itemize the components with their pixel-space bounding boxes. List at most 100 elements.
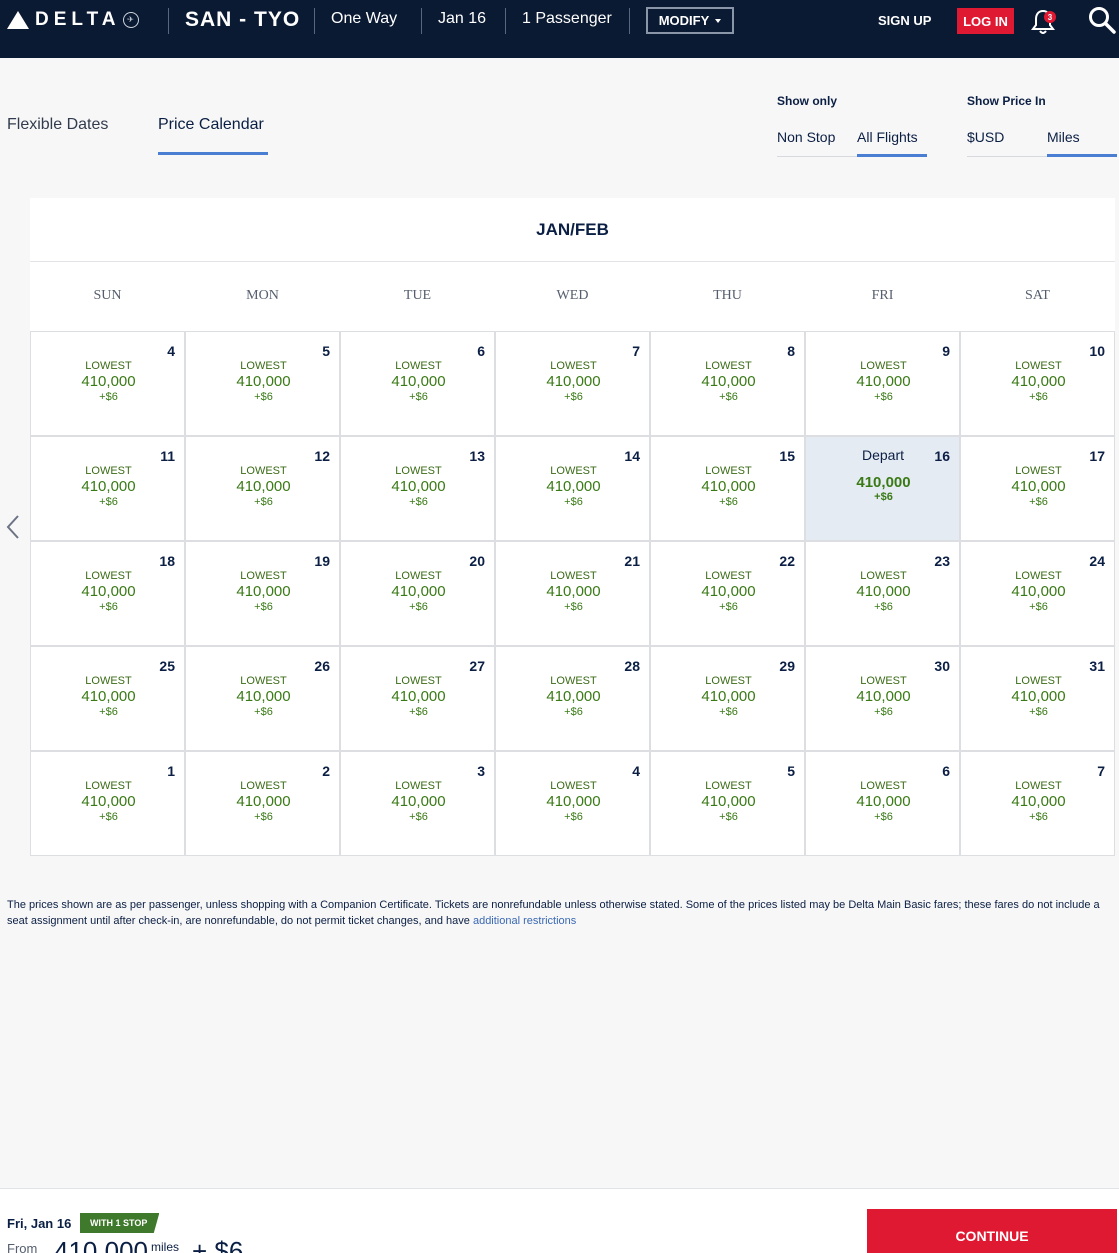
delta-triangle-icon [7, 11, 29, 29]
calendar-day-cell[interactable]: 5 LOWEST 410,000 +$6 [650, 751, 805, 856]
weekday-label: SUN [93, 288, 122, 303]
calendar-day-cell[interactable]: 30 LOWEST 410,000 +$6 [805, 646, 960, 751]
calendar-day-cell[interactable]: 10 LOWEST 410,000 +$6 [960, 331, 1115, 436]
fare-fee: +$6 [1029, 496, 1048, 508]
travel-date-text[interactable]: Jan 16 [438, 10, 487, 27]
passengers-text[interactable]: 1 Passenger [522, 10, 612, 27]
calendar-day-cell[interactable]: 19 LOWEST 410,000 +$6 [185, 541, 340, 646]
calendar-day-cell[interactable]: 6 LOWEST 410,000 +$6 [340, 331, 495, 436]
calendar-day-cell[interactable]: 31 LOWEST 410,000 +$6 [960, 646, 1115, 751]
calendar-day-cell[interactable]: 24 LOWEST 410,000 +$6 [960, 541, 1115, 646]
calendar-day-cell[interactable]: 6 LOWEST 410,000 +$6 [805, 751, 960, 856]
continue-button[interactable]: CONTINUE [867, 1209, 1117, 1253]
show-price-in-label: Show Price In [967, 94, 1046, 108]
delta-logo[interactable]: DELTA ✈ [7, 8, 139, 32]
price-miles-option[interactable]: Miles [1047, 129, 1080, 145]
fare-price: 410,000 [1011, 793, 1066, 810]
day-number: 5 [787, 763, 795, 779]
fare-price: 410,000 [701, 583, 756, 600]
calendar-day-cell[interactable]: 27 LOWEST 410,000 +$6 [340, 646, 495, 751]
tab-price-calendar[interactable]: Price Calendar [158, 116, 264, 133]
caret-down-icon [715, 18, 722, 23]
fare-price: 410,000 [236, 793, 291, 810]
day-number: 15 [779, 448, 795, 464]
fare-price: 410,000 [701, 373, 756, 390]
modify-button[interactable]: MODIFY [646, 7, 734, 34]
chevron-left-icon[interactable] [4, 512, 22, 542]
calendar-day-cell[interactable]: 7 LOWEST 410,000 +$6 [495, 331, 650, 436]
lowest-label: LOWEST [85, 675, 132, 687]
lowest-label: LOWEST [550, 780, 597, 792]
day-number: 4 [167, 343, 175, 359]
calendar-day-cell[interactable]: 20 LOWEST 410,000 +$6 [340, 541, 495, 646]
calendar-day-cell[interactable]: 4 LOWEST 410,000 +$6 [495, 751, 650, 856]
fare-price: 410,000 [546, 688, 601, 705]
fare-price: 410,000 [546, 478, 601, 495]
calendar-day-cell[interactable]: 14 LOWEST 410,000 +$6 [495, 436, 650, 541]
lowest-label: LOWEST [550, 570, 597, 582]
filter-non-stop[interactable]: Non Stop [777, 129, 836, 145]
calendar-day-cell[interactable]: 8 LOWEST 410,000 +$6 [650, 331, 805, 436]
calendar-day-cell[interactable]: 22 LOWEST 410,000 +$6 [650, 541, 805, 646]
sign-up-link[interactable]: SIGN UP [878, 13, 932, 28]
tab-flexible-dates[interactable]: Flexible Dates [7, 116, 109, 133]
calendar-day-cell[interactable]: 26 LOWEST 410,000 +$6 [185, 646, 340, 751]
trip-type-text[interactable]: One Way [331, 10, 398, 27]
calendar-day-cell[interactable]: 23 LOWEST 410,000 +$6 [805, 541, 960, 646]
top-navigation-bar: DELTA ✈ SAN - TYO One Way Jan 16 1 Passe… [0, 0, 1119, 58]
day-number: 16 [934, 448, 950, 464]
header-divider [421, 8, 422, 34]
calendar-day-cell[interactable]: 13 LOWEST 410,000 +$6 [340, 436, 495, 541]
miles-selected-indicator [1047, 154, 1117, 157]
fare-fee: +$6 [1029, 706, 1048, 718]
day-number: 1 [167, 763, 175, 779]
fare-fee: +$6 [409, 601, 428, 613]
day-number: 18 [159, 553, 175, 569]
calendar-day-cell[interactable]: 1 LOWEST 410,000 +$6 [30, 751, 185, 856]
fare-fee: +$6 [99, 391, 118, 403]
price-usd-option[interactable]: $USD [967, 129, 1005, 145]
fare-price: 410,000 [391, 478, 446, 495]
route-text[interactable]: SAN - TYO [185, 8, 301, 31]
calendar-day-cell[interactable]: 5 LOWEST 410,000 +$6 [185, 331, 340, 436]
day-number: 7 [1097, 763, 1105, 779]
day-number: 11 [160, 448, 175, 464]
fare-price: 410,000 [81, 373, 136, 390]
log-in-button[interactable]: LOG IN [957, 8, 1014, 34]
lowest-label: LOWEST [550, 465, 597, 477]
calendar-day-cell[interactable]: 3 LOWEST 410,000 +$6 [340, 751, 495, 856]
search-icon[interactable] [1088, 6, 1116, 34]
additional-restrictions-link[interactable]: additional restrictions [472, 915, 577, 927]
fare-price: 410,000 [1011, 373, 1066, 390]
calendar-day-cell[interactable]: 28 LOWEST 410,000 +$6 [495, 646, 650, 751]
calendar-day-cell[interactable]: 21 LOWEST 410,000 +$6 [495, 541, 650, 646]
day-number: 17 [1089, 448, 1105, 464]
calendar-day-cell[interactable]: 9 LOWEST 410,000 +$6 [805, 331, 960, 436]
lowest-label: LOWEST [395, 780, 442, 792]
calendar-day-cell[interactable]: 2 LOWEST 410,000 +$6 [185, 751, 340, 856]
fare-fee: +$6 [409, 391, 428, 403]
calendar-day-cell[interactable]: 12 LOWEST 410,000 +$6 [185, 436, 340, 541]
price-calendar: JAN/FEB SUN MON TUE WED THU FRI SAT 4 LOWEST 410… [30, 198, 1115, 856]
lowest-label: LOWEST [1015, 675, 1062, 687]
active-tab-indicator [158, 152, 268, 155]
calendar-day-cell[interactable]: 11 LOWEST 410,000 +$6 [30, 436, 185, 541]
header-divider [505, 8, 506, 34]
calendar-day-cell[interactable]: 7 LOWEST 410,000 +$6 [960, 751, 1115, 856]
fare-fee: +$6 [254, 391, 273, 403]
logo-text: DELTA [35, 9, 121, 30]
calendar-day-cell[interactable]: 29 LOWEST 410,000 +$6 [650, 646, 805, 751]
calendar-day-cell[interactable]: 25 LOWEST 410,000 +$6 [30, 646, 185, 751]
lowest-label: LOWEST [85, 360, 132, 372]
day-number: 31 [1089, 658, 1105, 674]
calendar-day-cell[interactable]: 17 LOWEST 410,000 +$6 [960, 436, 1115, 541]
filter-all-flights[interactable]: All Flights [857, 129, 918, 145]
calendar-day-cell[interactable]: 15 LOWEST 410,000 +$6 [650, 436, 805, 541]
calendar-day-cell-selected[interactable]: 16 Depart 410,000 +$6 [805, 436, 960, 541]
lowest-label: LOWEST [860, 675, 907, 687]
fare-price: 410,000 [701, 688, 756, 705]
fare-price: 410,000 [856, 583, 911, 600]
calendar-day-cell[interactable]: 18 LOWEST 410,000 +$6 [30, 541, 185, 646]
fare-price: 410,000 [701, 478, 756, 495]
calendar-day-cell[interactable]: 4 LOWEST 410,000 +$6 [30, 331, 185, 436]
